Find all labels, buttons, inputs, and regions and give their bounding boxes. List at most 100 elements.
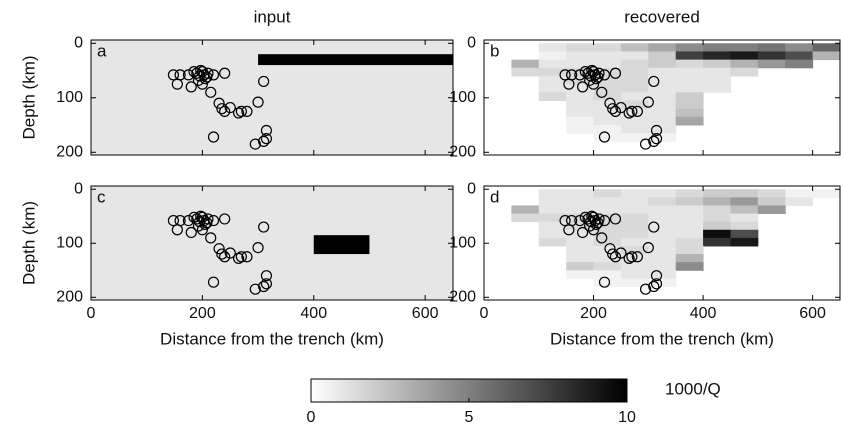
heat-cell: [620, 133, 649, 142]
heat-cell: [675, 254, 704, 263]
heat-cell: [675, 262, 704, 271]
heat-cell: [620, 51, 649, 61]
heat-cell: [648, 205, 677, 215]
heat-cell: [566, 100, 595, 110]
heat-cell: [703, 229, 731, 239]
y-tick-label: 0: [74, 180, 83, 197]
heat-cell: [675, 67, 704, 77]
heat-cell: [785, 59, 814, 69]
event: [604, 97, 616, 109]
event: [609, 251, 622, 263]
y-tick-label: 100: [449, 89, 476, 106]
x-tick-label: 400: [690, 305, 717, 322]
heat-cell: [620, 237, 649, 247]
y-tick-label: 200: [449, 143, 476, 160]
event: [219, 251, 231, 263]
event: [648, 221, 660, 233]
heat-cell: [812, 189, 840, 198]
heat-cell: [593, 75, 622, 85]
heat-cell: [648, 254, 677, 263]
heat-cell: [313, 235, 370, 255]
heat-cell: [593, 133, 622, 142]
heat-cell: [91, 54, 259, 66]
heat-cell: [620, 245, 649, 255]
heat-cell: [593, 213, 622, 223]
event: [615, 101, 627, 114]
heat-cell: [648, 84, 677, 93]
event: [202, 67, 214, 79]
heat-cell: [258, 65, 453, 155]
heat-cell: [538, 43, 567, 52]
heat-cell: [593, 125, 622, 134]
panel-label: d: [490, 187, 499, 206]
plot-area: [511, 43, 840, 150]
heat-cell: [703, 221, 731, 231]
heat-cell: [593, 237, 622, 247]
heat-cell: [675, 245, 704, 255]
heat-cell: [538, 189, 567, 198]
heat-cell: [620, 43, 649, 52]
heat-cell: [757, 197, 786, 206]
heat-cell: [593, 221, 622, 231]
event: [260, 270, 273, 282]
heat-cell: [538, 213, 567, 223]
event: [576, 81, 589, 93]
heat-cell: [730, 237, 759, 247]
heat-cell: [730, 51, 759, 61]
heat-cell: [593, 278, 622, 287]
heat-cell: [566, 116, 595, 126]
event: [182, 214, 195, 227]
x-tick-label: 600: [799, 305, 826, 322]
event: [258, 280, 270, 293]
heat-cell: [593, 262, 622, 271]
heat-cell: [648, 59, 677, 69]
x-axis-label: Distance from the trench (km): [160, 329, 384, 348]
heat-cell: [593, 84, 622, 93]
event: [559, 214, 571, 227]
event: [174, 69, 186, 81]
heat-cell: [91, 235, 315, 255]
heat-cell: [620, 278, 649, 287]
heat-cell: [566, 84, 595, 93]
heat-cell: [593, 229, 622, 239]
event: [559, 69, 571, 81]
heat-cell: [675, 92, 704, 101]
event: [258, 135, 270, 147]
event: [607, 248, 619, 260]
heat-cell: [703, 75, 731, 85]
heat-cell: [538, 51, 567, 61]
heat-cell: [369, 235, 453, 255]
heat-cell: [703, 51, 731, 61]
heat-cell: [648, 221, 677, 231]
heat-cell: [593, 116, 622, 126]
panel-label: a: [97, 41, 107, 60]
event: [216, 248, 228, 260]
heat-cell: [648, 133, 677, 142]
event: [219, 213, 231, 225]
heat-cell: [369, 254, 453, 300]
x-tick-label: 200: [189, 305, 216, 322]
heat-cell: [566, 189, 595, 198]
event: [235, 105, 247, 117]
event: [648, 135, 660, 147]
event: [182, 69, 195, 81]
heat-cell: [538, 205, 567, 215]
event: [260, 278, 273, 290]
heat-cell: [703, 84, 731, 93]
heat-cell: [538, 84, 567, 93]
heat-cell: [785, 197, 814, 206]
panel-title: input: [254, 7, 291, 26]
y-tick-label: 200: [56, 289, 83, 306]
y-tick-label: 200: [56, 143, 83, 160]
x-tick-label: 0: [87, 305, 96, 322]
event: [566, 69, 578, 81]
event: [604, 243, 616, 255]
plot-area: [91, 40, 453, 155]
event: [249, 138, 261, 150]
heat-cell: [538, 229, 567, 239]
heat-cell: [648, 213, 677, 223]
event: [607, 103, 619, 115]
heat-cell: [703, 67, 731, 77]
heat-cell: [566, 205, 595, 215]
